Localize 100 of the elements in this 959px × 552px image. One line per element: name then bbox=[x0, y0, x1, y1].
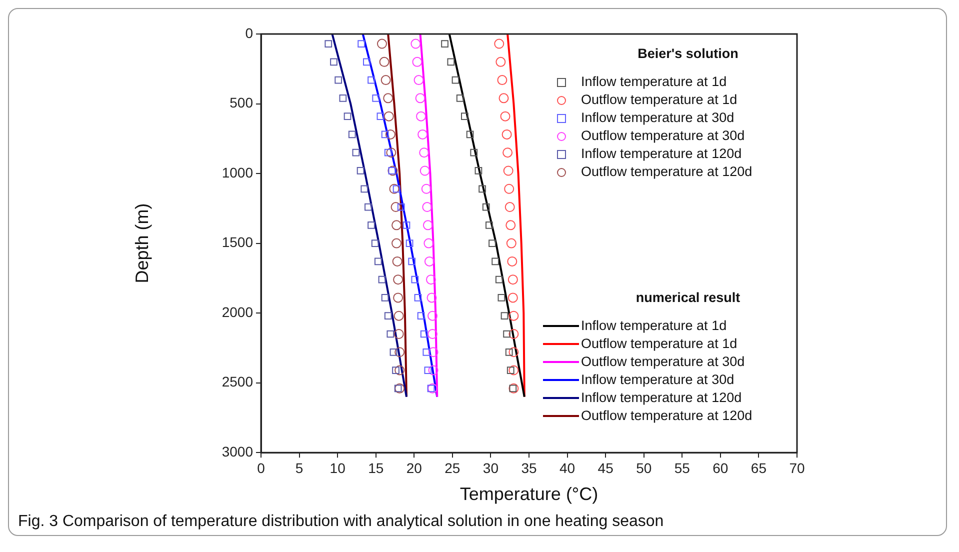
point bbox=[362, 58, 370, 66]
legend-label: Inflow temperature at 120d bbox=[581, 146, 742, 161]
point bbox=[376, 112, 384, 120]
x-tick-label: 70 bbox=[789, 460, 805, 476]
x-tick-label: 15 bbox=[368, 460, 384, 476]
x-tick-label: 50 bbox=[636, 460, 652, 476]
point bbox=[502, 129, 512, 140]
x-tick-label: 20 bbox=[406, 460, 422, 476]
point bbox=[392, 220, 402, 230]
point bbox=[507, 256, 518, 266]
point bbox=[378, 276, 386, 284]
point bbox=[384, 312, 392, 320]
y-tick-label: 3000 bbox=[222, 443, 254, 460]
point bbox=[330, 58, 338, 66]
point bbox=[380, 75, 391, 86]
point bbox=[474, 167, 482, 174]
point bbox=[339, 94, 347, 102]
legend-label: Inflow temperature at 30d bbox=[581, 110, 734, 125]
legend-label: Outflow temperature at 30d bbox=[581, 128, 745, 143]
point bbox=[415, 93, 426, 104]
point bbox=[386, 148, 396, 158]
point bbox=[394, 383, 405, 394]
point bbox=[389, 184, 400, 194]
point bbox=[503, 330, 510, 338]
point bbox=[421, 184, 432, 194]
point bbox=[379, 56, 390, 67]
point bbox=[495, 276, 503, 284]
legend-label: Inflow temperature at 120d bbox=[581, 390, 742, 405]
point bbox=[424, 366, 432, 374]
legend-label: Outflow temperature at 1d bbox=[581, 336, 738, 351]
point bbox=[376, 38, 387, 49]
point bbox=[390, 202, 401, 212]
point bbox=[394, 347, 405, 358]
legend-label: Outflow temperature at 1d bbox=[581, 92, 738, 107]
x-tick-label: 60 bbox=[712, 460, 728, 476]
legend-title: Beier's solution bbox=[636, 46, 740, 61]
point bbox=[412, 56, 422, 67]
point bbox=[428, 365, 438, 376]
point bbox=[397, 203, 405, 211]
point bbox=[494, 38, 504, 49]
point bbox=[372, 94, 380, 102]
point bbox=[503, 166, 514, 176]
point bbox=[352, 148, 360, 156]
point bbox=[426, 292, 437, 303]
point bbox=[364, 203, 372, 211]
point bbox=[426, 274, 436, 285]
point bbox=[408, 258, 416, 266]
legend-label: Inflow temperature at 30d bbox=[581, 372, 734, 387]
x-axis-title: Temperature (°C) bbox=[460, 484, 598, 504]
point bbox=[371, 240, 379, 247]
y-axis-title: Depth (m) bbox=[132, 203, 152, 284]
x-tick-label: 55 bbox=[674, 460, 690, 476]
point bbox=[506, 366, 514, 374]
point bbox=[411, 276, 419, 284]
point bbox=[384, 148, 392, 156]
point bbox=[394, 384, 402, 392]
point bbox=[324, 40, 332, 48]
point bbox=[461, 112, 468, 120]
y-tick-label: 1500 bbox=[222, 234, 254, 250]
point bbox=[420, 330, 428, 338]
point bbox=[498, 93, 509, 104]
point bbox=[348, 130, 356, 138]
point bbox=[402, 221, 410, 229]
point bbox=[466, 130, 474, 138]
point bbox=[500, 111, 510, 122]
point bbox=[394, 328, 404, 339]
point bbox=[422, 348, 430, 356]
x-tick-label: 10 bbox=[330, 460, 346, 476]
point bbox=[447, 58, 455, 66]
point bbox=[381, 294, 389, 302]
point bbox=[392, 256, 402, 266]
point bbox=[392, 238, 402, 248]
point bbox=[420, 166, 430, 176]
point bbox=[496, 56, 506, 67]
point bbox=[427, 384, 435, 392]
point bbox=[414, 294, 422, 302]
x-tick-label: 25 bbox=[444, 460, 460, 476]
point bbox=[422, 220, 433, 230]
point bbox=[393, 292, 404, 303]
point bbox=[508, 347, 519, 358]
point bbox=[381, 130, 389, 138]
point bbox=[368, 76, 375, 84]
point bbox=[428, 310, 438, 321]
point bbox=[506, 238, 516, 248]
point bbox=[508, 328, 519, 339]
x-tick-label: 30 bbox=[482, 460, 499, 476]
caption: Fig. 3 Comparison of temperature distribution with analytical solution in one heating season bbox=[18, 513, 664, 531]
point bbox=[506, 220, 516, 230]
x-tick-label: 65 bbox=[750, 460, 767, 476]
point bbox=[428, 328, 438, 339]
point bbox=[424, 238, 434, 248]
point bbox=[508, 310, 519, 321]
point bbox=[334, 76, 342, 84]
x-tick-label: 35 bbox=[521, 460, 537, 476]
point bbox=[508, 292, 518, 303]
y-tick-label: 2500 bbox=[222, 374, 254, 390]
point bbox=[424, 256, 434, 266]
y-tick-label: 500 bbox=[230, 94, 254, 111]
point bbox=[486, 221, 493, 229]
y-tick-label: 2000 bbox=[222, 304, 254, 320]
